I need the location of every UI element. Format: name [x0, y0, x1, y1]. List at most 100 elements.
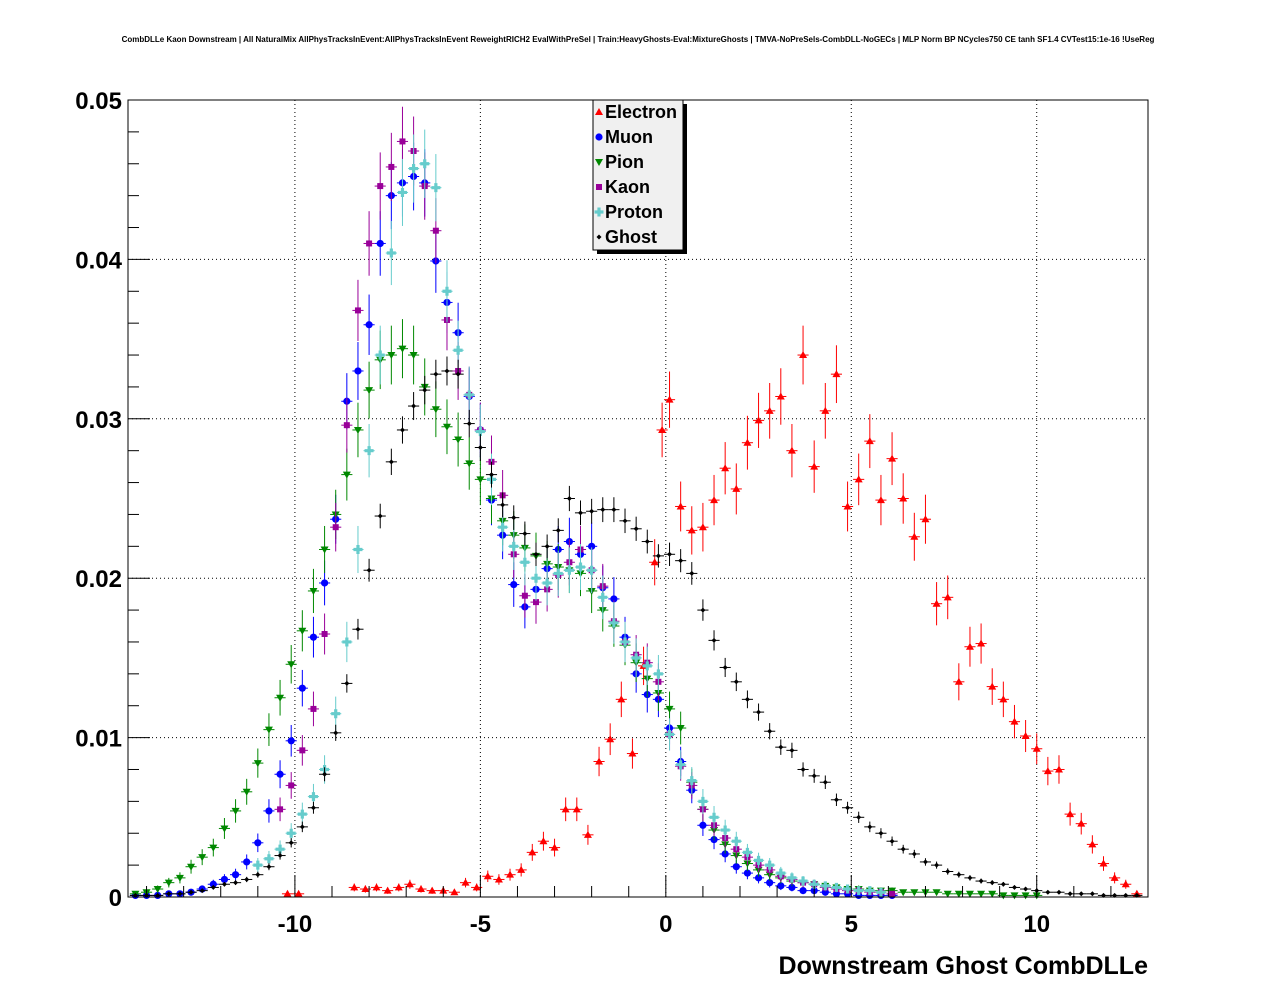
data-marker: [744, 696, 750, 702]
data-marker: [521, 592, 528, 599]
data-point: [515, 863, 527, 877]
data-point: [174, 872, 186, 884]
data-point: [752, 392, 765, 448]
data-marker: [867, 824, 873, 830]
data-marker: [333, 730, 339, 736]
data-marker: [655, 553, 661, 559]
data-point: [764, 382, 776, 439]
data-marker: [366, 240, 373, 247]
data-point: [630, 638, 642, 678]
data-point: [508, 522, 520, 570]
data-marker: [754, 416, 763, 424]
data-marker: [231, 807, 240, 815]
data-point: [641, 529, 653, 554]
data-marker: [899, 889, 908, 897]
data-point: [697, 599, 709, 621]
data-point: [341, 397, 353, 453]
data-marker: [199, 888, 205, 894]
data-point: [385, 325, 397, 385]
data-point: [964, 626, 976, 667]
data-marker: [766, 879, 774, 887]
data-point: [497, 492, 509, 518]
data-marker: [539, 837, 548, 845]
data-marker: [343, 422, 350, 429]
data-marker: [350, 883, 359, 891]
data-marker: [720, 825, 730, 835]
data-marker: [242, 788, 251, 796]
data-marker: [310, 805, 316, 811]
data-point: [675, 750, 687, 780]
data-marker: [843, 884, 853, 894]
data-marker: [1010, 892, 1019, 900]
data-point: [552, 550, 564, 597]
data-point: [207, 838, 219, 857]
data-point: [296, 610, 308, 652]
legend-entry-pion: Pion: [595, 152, 644, 172]
data-point: [931, 861, 943, 869]
data-point: [574, 500, 587, 526]
data-marker: [900, 846, 906, 852]
data-marker: [965, 642, 974, 650]
data-marker: [698, 796, 708, 806]
data-point: [942, 868, 954, 875]
data-point: [419, 375, 431, 405]
data-point: [797, 887, 809, 895]
data-marker: [700, 607, 706, 613]
data-marker: [589, 508, 595, 514]
legend-label: Kaon: [605, 177, 650, 197]
data-marker: [320, 546, 329, 554]
data-marker: [277, 806, 284, 813]
data-point: [908, 512, 920, 561]
legend-marker: [595, 108, 603, 115]
data-marker: [811, 773, 817, 779]
data-marker: [409, 164, 419, 174]
data-point: [363, 424, 375, 478]
data-point: [1031, 733, 1043, 765]
data-marker: [854, 886, 864, 896]
data-point: [964, 890, 976, 898]
data-marker: [1121, 880, 1130, 888]
data-marker: [754, 874, 763, 882]
legend: Electron Muon Pion Kaon Proton Ghost: [592, 99, 687, 254]
data-point: [274, 797, 286, 822]
data-point: [263, 863, 275, 871]
data-point: [352, 342, 364, 400]
data-marker: [578, 510, 584, 516]
data-point: [404, 879, 416, 889]
data-point: [986, 880, 998, 886]
data-marker: [820, 881, 830, 891]
data-marker: [988, 890, 997, 898]
data-point: [485, 461, 498, 488]
data-point: [1042, 889, 1054, 895]
data-marker: [528, 848, 537, 856]
data-point: [370, 883, 383, 892]
x-tick-label: -10: [278, 911, 313, 938]
data-marker: [932, 889, 941, 897]
chart-title: CombDLLe Kaon Downstream | All NaturalMi…: [122, 35, 1155, 44]
data-marker: [488, 472, 494, 478]
data-marker: [377, 513, 383, 519]
data-marker: [564, 565, 574, 575]
data-marker: [1032, 744, 1041, 752]
data-marker: [743, 869, 752, 877]
data-marker: [932, 599, 941, 607]
data-marker: [1021, 732, 1030, 740]
legend-entry-ghost: Ghost: [596, 227, 657, 247]
data-point: [230, 868, 242, 881]
data-marker: [533, 551, 539, 557]
data-point: [563, 547, 575, 594]
data-marker: [611, 507, 617, 513]
data-marker: [253, 760, 262, 768]
data-point: [586, 547, 598, 594]
data-marker: [517, 865, 526, 873]
data-marker: [676, 502, 685, 510]
data-marker: [989, 880, 995, 886]
legend-entry-electron: Electron: [595, 102, 677, 122]
data-point: [1008, 884, 1021, 890]
data-marker: [787, 446, 796, 454]
data-marker: [209, 880, 217, 888]
data-point: [252, 748, 264, 778]
data-marker: [1067, 891, 1073, 897]
data-point: [1086, 891, 1098, 897]
data-marker: [888, 454, 897, 462]
